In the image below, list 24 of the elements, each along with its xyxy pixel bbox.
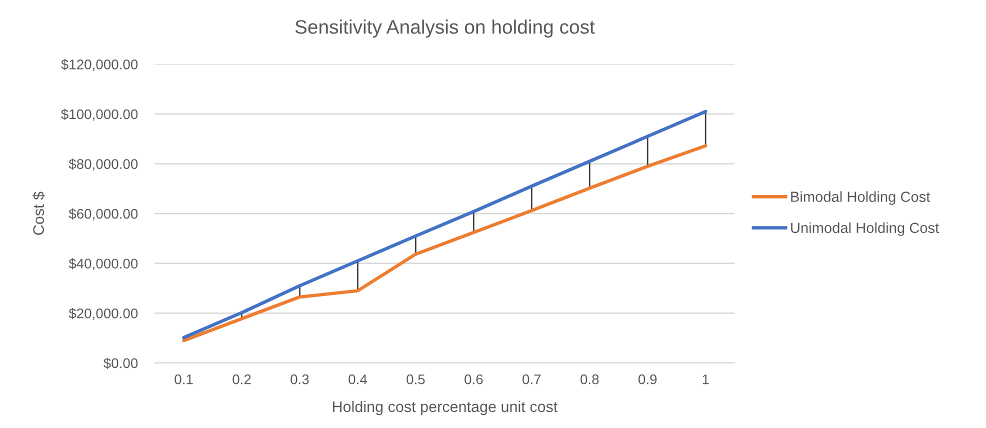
y-tick-label: $0.00: [104, 358, 138, 369]
legend-label: Unimodal Holding Cost: [791, 222, 939, 236]
chart-title: Sensitivity Analysis on holding cost: [295, 20, 595, 38]
x-tick-label: 0.2: [232, 374, 251, 384]
x-tick-label: 0.3: [290, 374, 309, 384]
x-tick-label: 1: [702, 374, 709, 384]
y-tick-label: $60,000.00: [68, 208, 138, 220]
x-tick-label: 0.9: [638, 374, 657, 384]
x-tick-label: 0.1: [174, 374, 193, 384]
x-tick-label: 0.8: [580, 374, 599, 384]
y-axis-title: Cost $: [32, 192, 45, 235]
line-series: [182, 144, 708, 342]
x-tick-label: 0.6: [464, 374, 483, 384]
x-tick-label: 0.4: [348, 374, 367, 384]
x-axis-title: Holding cost percentage unit cost: [332, 400, 558, 416]
x-tick-label: 0.7: [522, 374, 541, 384]
y-tick-label: $20,000.00: [68, 308, 138, 320]
x-tick-label: 0.5: [406, 374, 425, 384]
y-tick-label: $100,000.00: [61, 108, 138, 121]
y-tick-label: $40,000.00: [68, 258, 138, 270]
legend-label: Bimodal Holding Cost: [791, 191, 930, 205]
y-tick-label: $80,000.00: [68, 158, 138, 171]
y-tick-label: $120,000.00: [61, 58, 138, 72]
line-series: [182, 110, 708, 340]
